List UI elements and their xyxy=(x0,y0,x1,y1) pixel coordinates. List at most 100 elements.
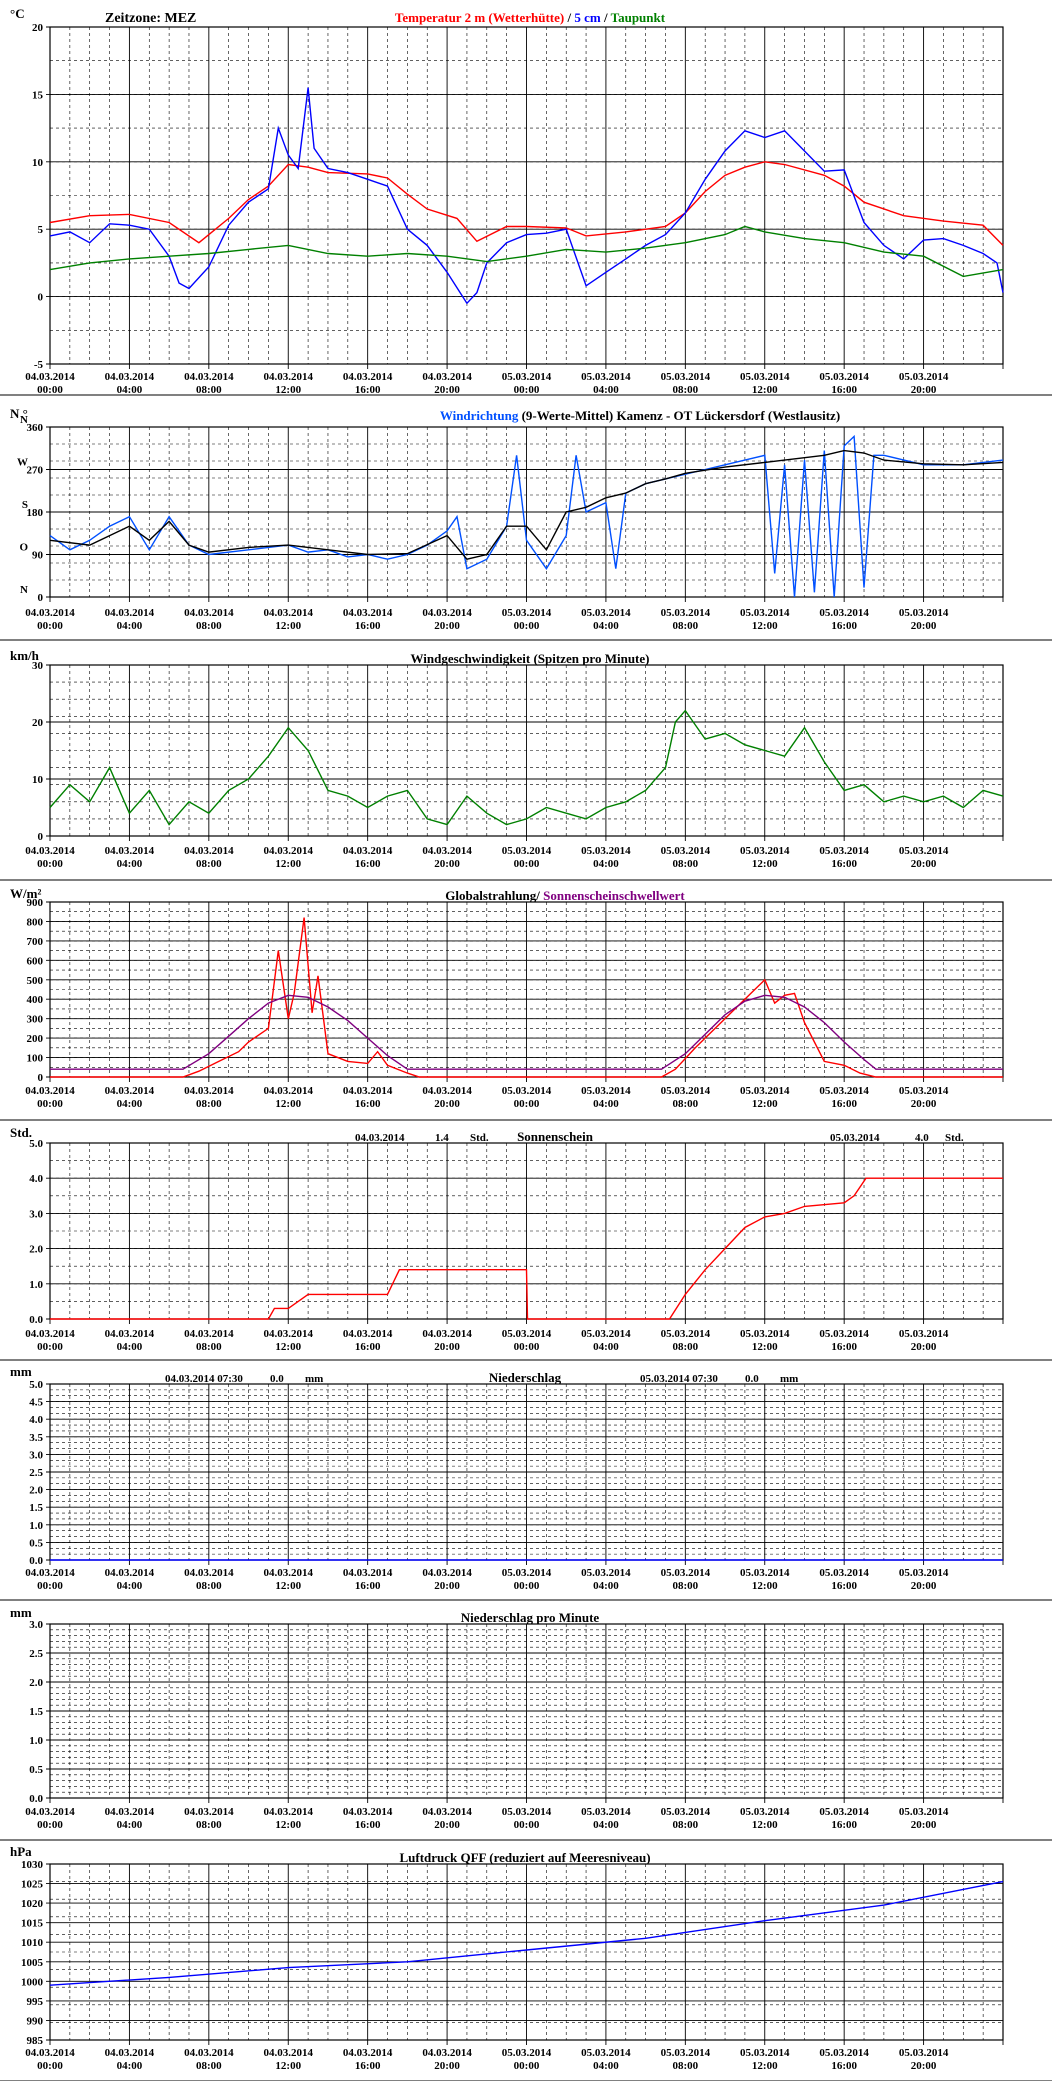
x-tick-time: 04:00 xyxy=(117,620,143,632)
x-tick-date: 04.03.2014 xyxy=(25,1806,75,1818)
x-tick-date: 05.03.2014 xyxy=(581,1085,631,1097)
x-tick-time: 04:00 xyxy=(117,384,143,396)
x-tick-time: 00:00 xyxy=(37,384,63,396)
x-tick-date: 05.03.2014 xyxy=(661,1328,711,1340)
x-tick-date: 05.03.2014 xyxy=(502,2047,552,2059)
x-tick-date: 05.03.2014 xyxy=(899,371,949,383)
y-tick-label: 1.5 xyxy=(29,1502,43,1514)
y-tick-label: 3.5 xyxy=(29,1432,43,1444)
annotation-date: 05.03.2014 xyxy=(830,1132,880,1144)
x-tick-date: 05.03.2014 xyxy=(661,845,711,857)
y-tick-label: 1.0 xyxy=(29,1520,43,1532)
y-tick-label: 10 xyxy=(32,774,44,786)
y-tick-label: 0.0 xyxy=(29,1793,43,1805)
x-tick-time: 20:00 xyxy=(911,1580,937,1592)
x-tick-date: 04.03.2014 xyxy=(422,607,472,619)
title-part: (9-Werte-Mittel) xyxy=(518,408,613,423)
title-part: Sonnenschein xyxy=(517,1129,594,1144)
annotation-date: 04.03.2014 07:30 xyxy=(165,1373,243,1385)
x-tick-date: 05.03.2014 xyxy=(740,1567,790,1579)
x-tick-date: 05.03.2014 xyxy=(899,1085,949,1097)
chart-title: Globalstrahlung/ Sonnenscheinschwellwert xyxy=(445,888,685,903)
x-tick-time: 04:00 xyxy=(117,1341,143,1353)
x-tick-time: 00:00 xyxy=(514,2060,540,2072)
title-part: Windrichtung xyxy=(440,408,519,423)
x-tick-date: 04.03.2014 xyxy=(264,2047,314,2059)
x-tick-time: 20:00 xyxy=(434,1098,460,1110)
y-tick-label: 0.0 xyxy=(29,1555,43,1567)
series-taupunkt xyxy=(49,225,1004,278)
x-tick-date: 05.03.2014 xyxy=(740,845,790,857)
x-tick-date: 05.03.2014 xyxy=(661,2047,711,2059)
title-part: Niederschlag pro Minute xyxy=(461,1610,600,1625)
x-tick-time: 08:00 xyxy=(672,1819,698,1831)
x-tick-time: 20:00 xyxy=(434,1341,460,1353)
y-tick-label: 1010 xyxy=(21,1937,44,1949)
x-tick-time: 08:00 xyxy=(672,384,698,396)
x-tick-date: 05.03.2014 xyxy=(899,1567,949,1579)
x-tick-time: 00:00 xyxy=(37,1580,63,1592)
x-tick-date: 05.03.2014 xyxy=(740,1085,790,1097)
x-tick-date: 05.03.2014 xyxy=(581,1328,631,1340)
x-tick-date: 04.03.2014 xyxy=(343,1328,393,1340)
x-tick-date: 04.03.2014 xyxy=(184,1567,234,1579)
x-tick-time: 12:00 xyxy=(275,1580,301,1592)
x-tick-date: 04.03.2014 xyxy=(184,1806,234,1818)
x-tick-time: 04:00 xyxy=(593,384,619,396)
y-tick-label: 2.5 xyxy=(29,1648,43,1660)
title-part: Niederschlag xyxy=(489,1370,562,1385)
x-tick-date: 04.03.2014 xyxy=(422,371,472,383)
x-tick-date: 04.03.2014 xyxy=(184,371,234,383)
x-tick-date: 04.03.2014 xyxy=(105,607,155,619)
x-tick-date: 04.03.2014 xyxy=(422,1328,472,1340)
x-tick-time: 00:00 xyxy=(37,1098,63,1110)
x-tick-date: 05.03.2014 xyxy=(502,845,552,857)
x-tick-date: 05.03.2014 xyxy=(819,845,869,857)
x-tick-time: 20:00 xyxy=(434,384,460,396)
x-tick-date: 04.03.2014 xyxy=(25,371,75,383)
y-tick-label: 180 xyxy=(27,507,44,519)
title-part: / xyxy=(601,10,611,25)
y-tick-label: 500 xyxy=(27,975,44,987)
x-tick-time: 04:00 xyxy=(117,1819,143,1831)
x-tick-date: 04.03.2014 xyxy=(264,1085,314,1097)
x-tick-date: 04.03.2014 xyxy=(25,1085,75,1097)
x-tick-date: 04.03.2014 xyxy=(343,1806,393,1818)
panel-precipitation_per_minute: 04.03.201400:0004.03.201404:0004.03.2014… xyxy=(0,1605,1052,1841)
x-tick-time: 16:00 xyxy=(355,858,381,870)
y-tick-label: 300 xyxy=(27,1014,44,1026)
x-tick-time: 16:00 xyxy=(831,620,857,632)
x-tick-date: 05.03.2014 xyxy=(740,607,790,619)
title-part: 5 cm xyxy=(574,10,601,25)
title-part: Taupunkt xyxy=(611,10,666,25)
y-tick-label: 0 xyxy=(38,292,44,304)
x-tick-date: 05.03.2014 xyxy=(899,1806,949,1818)
plot-frame xyxy=(49,1623,1004,1799)
panel-wind_direction: 04.03.201400:0004.03.201404:0004.03.2014… xyxy=(0,406,1052,641)
y-tick-label: 2.0 xyxy=(29,1244,43,1256)
y-tick-label: 1020 xyxy=(21,1898,44,1910)
x-tick-date: 04.03.2014 xyxy=(343,1567,393,1579)
y-tick-label: 100 xyxy=(27,1053,44,1065)
x-tick-time: 00:00 xyxy=(514,620,540,632)
x-tick-time: 12:00 xyxy=(752,858,778,870)
x-tick-time: 20:00 xyxy=(911,1819,937,1831)
y-tick-label: 3.0 xyxy=(29,1619,43,1631)
chart-title: Windgeschwindigkeit (Spitzen pro Minute) xyxy=(411,651,650,666)
x-tick-date: 04.03.2014 xyxy=(343,2047,393,2059)
x-tick-time: 16:00 xyxy=(831,1819,857,1831)
x-tick-time: 12:00 xyxy=(275,384,301,396)
annotation-unit: mm xyxy=(305,1373,323,1385)
chart-title: Sonnenschein xyxy=(517,1129,594,1144)
panel-wind_speed: 04.03.201400:0004.03.201404:0004.03.2014… xyxy=(0,648,1052,881)
x-tick-time: 20:00 xyxy=(911,620,937,632)
x-tick-date: 05.03.2014 xyxy=(502,1328,552,1340)
y-tick-label: 1015 xyxy=(21,1918,44,1930)
annotation-value: 1.4 xyxy=(435,1132,449,1144)
x-tick-date: 04.03.2014 xyxy=(264,371,314,383)
x-tick-time: 08:00 xyxy=(196,1341,222,1353)
unit-label: N ° xyxy=(10,406,28,421)
x-tick-time: 12:00 xyxy=(752,2060,778,2072)
unit-label: mm xyxy=(10,1605,32,1620)
